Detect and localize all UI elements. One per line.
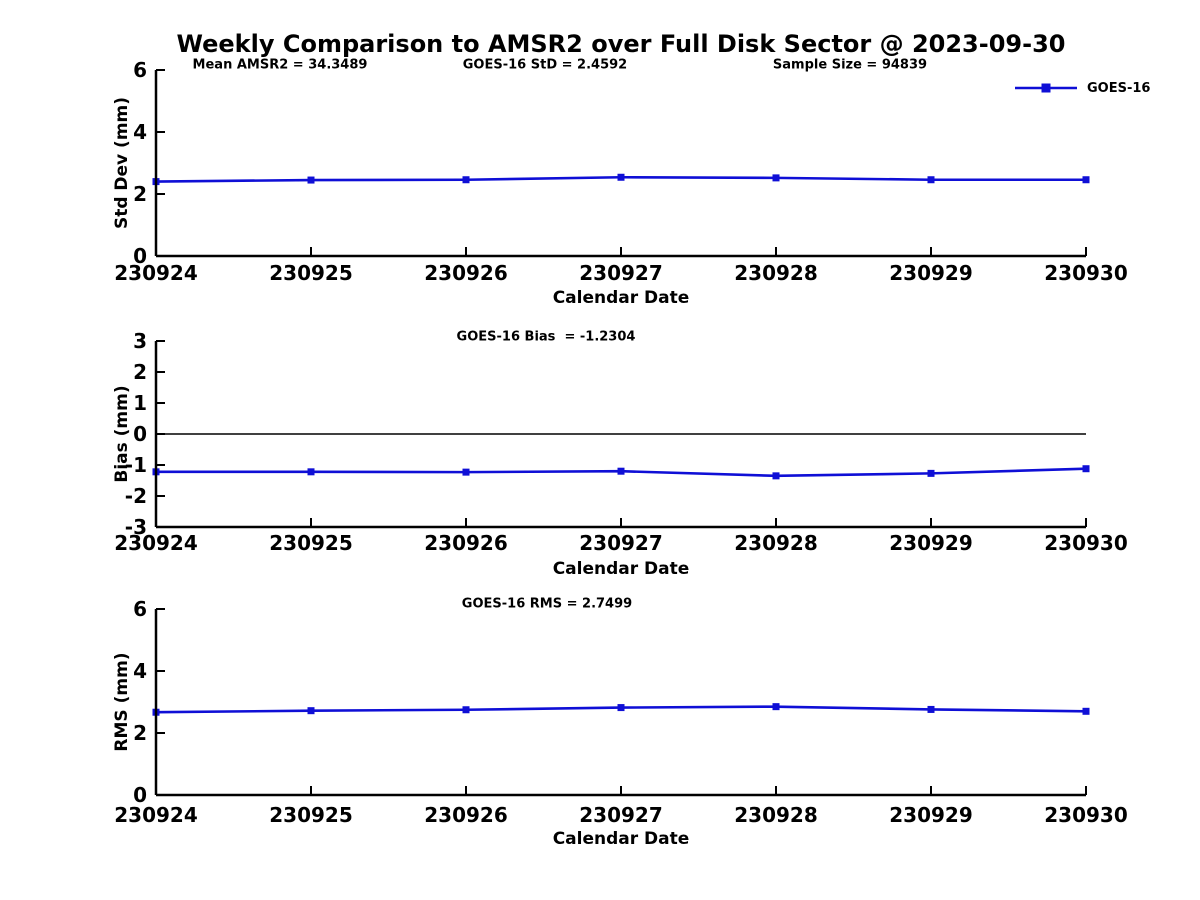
annotation-goes16-bias: GOES-16 Bias = -1.2304 <box>456 329 636 345</box>
data-point-marker <box>1082 707 1090 715</box>
data-point-marker <box>927 705 935 713</box>
x-tick-label: 230926 <box>424 531 508 555</box>
rms-chart <box>152 608 1090 797</box>
y-tick-label: 6 <box>133 58 147 82</box>
y-tick-label: 0 <box>133 244 147 268</box>
y-tick-label: 3 <box>133 329 147 353</box>
data-point-marker <box>1082 465 1090 473</box>
std-dev-chart <box>152 69 1090 258</box>
x-tick-label: 230930 <box>1044 261 1128 285</box>
data-point-marker <box>617 467 625 475</box>
x-tick-label: 230924 <box>114 261 198 285</box>
x-tick-label: 230928 <box>734 803 818 827</box>
annotation-sample-size: Sample Size = 94839 <box>772 57 928 73</box>
x-tick-label: 230928 <box>734 261 818 285</box>
x-tick-label: 230926 <box>424 261 508 285</box>
y-tick-label: -2 <box>124 484 147 508</box>
data-point-marker <box>772 174 780 182</box>
data-point-marker <box>1082 176 1090 184</box>
annotation-mean-amsr2: Mean AMSR2 = 34.3489 <box>192 57 368 73</box>
data-point-marker <box>617 704 625 712</box>
data-point-marker <box>462 176 470 184</box>
figure-title: Weekly Comparison to AMSR2 over Full Dis… <box>176 30 1066 58</box>
x-axis-label-rms: Calendar Date <box>552 829 690 849</box>
x-tick-label: 230927 <box>579 531 663 555</box>
bias-chart <box>152 340 1090 529</box>
x-tick-label: 230930 <box>1044 531 1128 555</box>
y-tick-label: 4 <box>133 120 147 144</box>
x-tick-label: 230924 <box>114 803 198 827</box>
y-tick-label: -3 <box>124 515 147 539</box>
x-tick-label: 230929 <box>889 803 973 827</box>
y-axis-label-std-dev: Std Dev (mm) <box>112 96 132 230</box>
x-tick-label: 230927 <box>579 261 663 285</box>
x-tick-label: 230925 <box>269 531 353 555</box>
annotation-goes16-rms: GOES-16 RMS = 2.7499 <box>461 596 633 612</box>
x-axis-label-bias: Calendar Date <box>552 559 690 579</box>
x-axis-label-std-dev: Calendar Date <box>552 288 690 308</box>
y-tick-label: 4 <box>133 659 147 683</box>
y-tick-label: 0 <box>133 422 147 446</box>
y-axis-label-rms: RMS (mm) <box>112 652 132 752</box>
x-tick-label: 230928 <box>734 531 818 555</box>
data-point-marker <box>772 472 780 480</box>
x-tick-label: 230927 <box>579 803 663 827</box>
legend: GOES-16 <box>1014 80 1150 96</box>
x-tick-label: 230926 <box>424 803 508 827</box>
y-tick-label: 2 <box>133 182 147 206</box>
data-point-marker <box>307 468 315 476</box>
data-point-marker <box>307 176 315 184</box>
x-tick-label: 230929 <box>889 261 973 285</box>
data-point-marker <box>462 706 470 714</box>
y-tick-label: 6 <box>133 597 147 621</box>
x-tick-label: 230925 <box>269 803 353 827</box>
y-tick-label: 0 <box>133 783 147 807</box>
data-point-marker <box>927 469 935 477</box>
y-tick-label: 2 <box>133 360 147 384</box>
data-point-marker <box>927 176 935 184</box>
y-tick-label: -1 <box>124 453 147 477</box>
x-tick-label: 230930 <box>1044 803 1128 827</box>
data-point-marker <box>307 707 315 715</box>
annotation-goes16-std: GOES-16 StD = 2.4592 <box>462 57 628 73</box>
y-tick-label: 2 <box>133 721 147 745</box>
data-point-marker <box>617 173 625 181</box>
legend-label: GOES-16 <box>1087 80 1151 96</box>
data-point-marker <box>462 468 470 476</box>
y-tick-label: 1 <box>133 391 147 415</box>
x-tick-label: 230924 <box>114 531 198 555</box>
legend-line-marker-icon <box>1015 83 1077 93</box>
x-tick-label: 230929 <box>889 531 973 555</box>
data-point-marker <box>772 703 780 711</box>
x-tick-label: 230925 <box>269 261 353 285</box>
